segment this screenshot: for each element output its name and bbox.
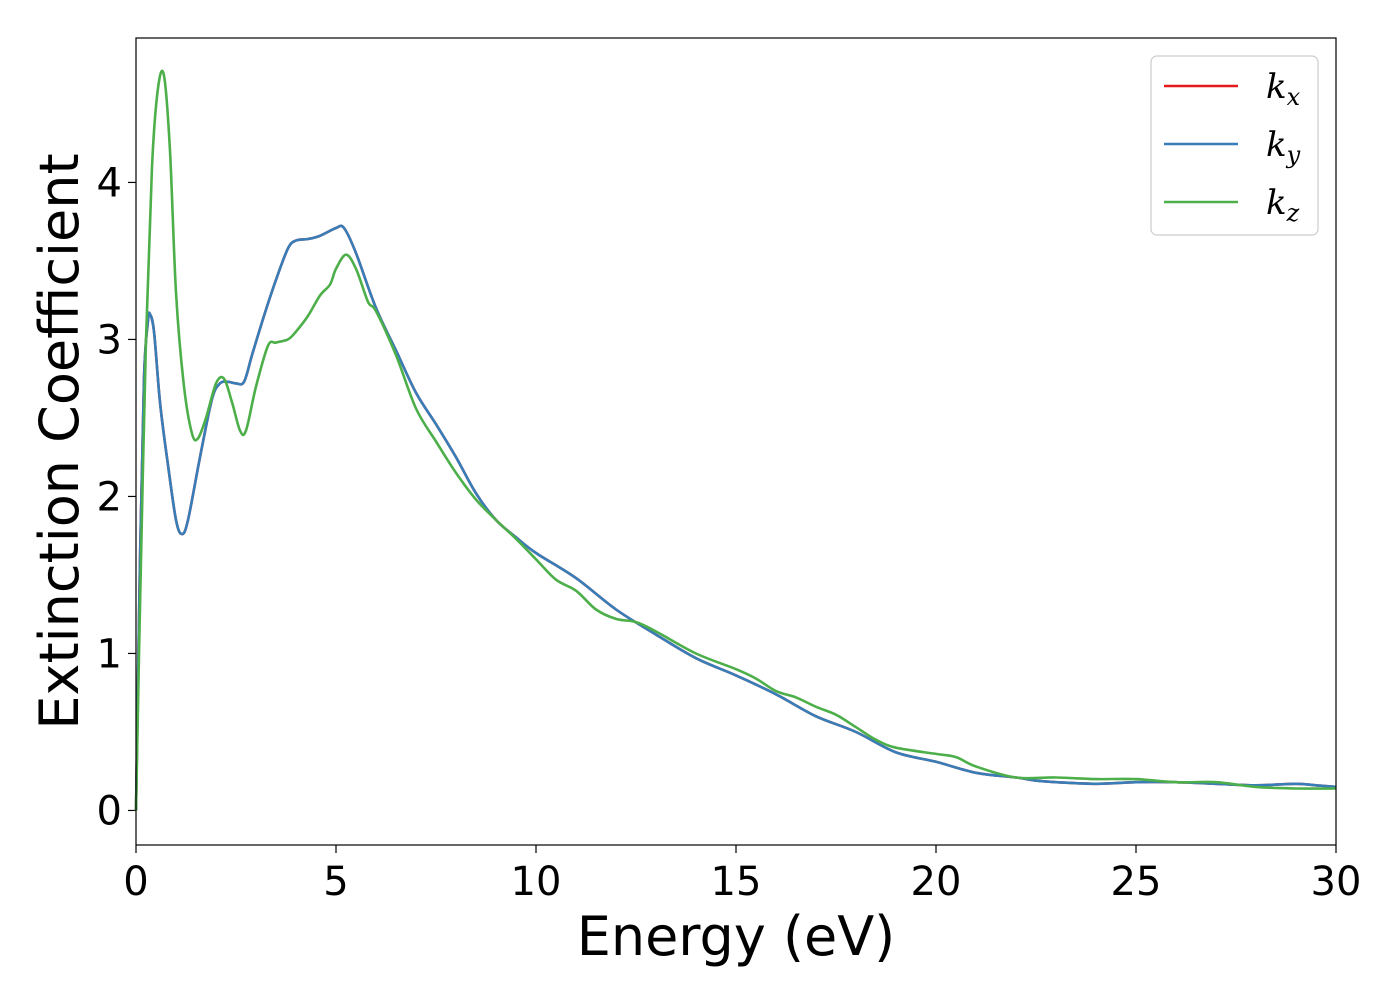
y-tick-label: 3 bbox=[97, 317, 122, 363]
y-tick-label: 0 bbox=[97, 788, 122, 834]
x-tick-label: 10 bbox=[511, 859, 562, 905]
legend-subscript: x bbox=[1287, 83, 1301, 111]
legend-symbol: k bbox=[1266, 183, 1287, 223]
plot-frame bbox=[135, 37, 1337, 846]
legend-symbol: k bbox=[1266, 67, 1287, 107]
x-tick-label: 20 bbox=[911, 859, 962, 905]
y-tick-label: 4 bbox=[97, 160, 122, 206]
legend-subscript: y bbox=[1286, 141, 1301, 169]
legend-box bbox=[1150, 55, 1319, 236]
y-tick-label: 1 bbox=[97, 631, 122, 677]
series-line-x bbox=[134, 224, 1337, 811]
legend-symbol: k bbox=[1266, 125, 1287, 165]
y-axis-label: Extinction Coefficient bbox=[28, 153, 91, 729]
x-tick-label: 5 bbox=[323, 859, 348, 905]
x-tick-label: 15 bbox=[711, 859, 762, 905]
series-line-z bbox=[134, 69, 1337, 811]
legend-label-y: ky bbox=[1266, 125, 1301, 169]
x-axis-label: Energy (eV) bbox=[577, 905, 896, 968]
y-tick-label: 2 bbox=[97, 474, 122, 520]
x-tick-label: 0 bbox=[123, 859, 148, 905]
tick-marks: 0 5 10 15 20 25 30 0 1 2 3 4 bbox=[97, 160, 1362, 905]
series-line-y bbox=[134, 224, 1337, 811]
legend-label-x: kx bbox=[1266, 67, 1301, 111]
plot-lines bbox=[134, 69, 1337, 811]
legend-subscript: z bbox=[1286, 199, 1300, 227]
x-tick-label: 30 bbox=[1311, 859, 1362, 905]
legend-label-z: kz bbox=[1266, 183, 1300, 227]
x-tick-label: 25 bbox=[1111, 859, 1162, 905]
